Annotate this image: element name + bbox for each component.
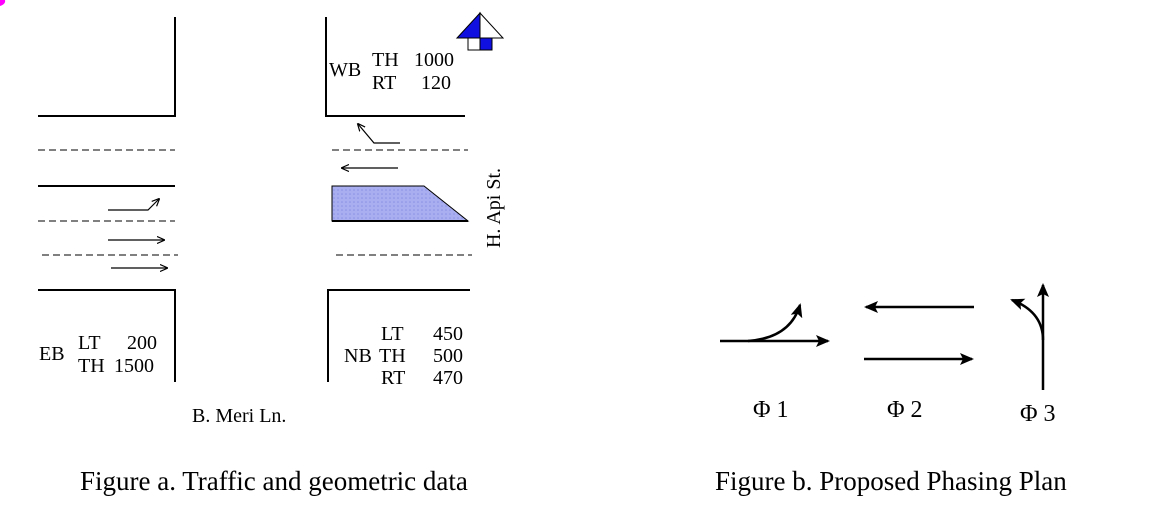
nb-rt-label: RT [381,367,406,389]
eb-th-label: TH [78,355,105,377]
eb-th-volume: 1500 [114,355,154,377]
nb-lt-label: LT [381,323,404,345]
wb-direction: WB [329,59,362,81]
nb-lt-volume: 450 [433,323,463,345]
north-arrow-icon [455,11,505,51]
phase-label-2: Φ 2 [887,397,923,423]
eb-lt-label: LT [78,332,101,354]
eb-lt-arrow-icon [108,199,159,211]
eb-lt-volume: 200 [127,332,157,354]
nb-rt-volume: 470 [433,367,463,389]
median-island [331,185,470,222]
wb-th-volume: 1000 [414,49,454,71]
nb-th-label: TH [379,345,406,367]
nb-direction: NB [344,345,372,367]
street-name-ns: H. Api St. [483,167,505,249]
eb-lt-th-arrow-icon [720,303,830,347]
street-name-ew: B. Meri Ln. [192,405,287,427]
wb-th-label: TH [372,49,399,71]
figure-a-caption: Figure a. Traffic and geometric data [80,466,468,496]
wb-rt-volume: 120 [421,72,451,94]
phase-label-1: Φ 1 [753,397,789,423]
eb-direction: EB [39,343,65,365]
wb-eb-through-arrows-icon [864,301,974,365]
intersection-curbs [38,17,470,382]
lane-lines [38,149,472,256]
wb-rt-arrow-icon [358,124,400,144]
corner-mark [0,0,6,6]
nb-lt-th-arrow-icon [1010,283,1049,390]
eb-th-arrow-icon [108,240,167,268]
figure-b-caption: Figure b. Proposed Phasing Plan [715,466,1067,496]
wb-rt-label: RT [372,72,397,94]
phase-label-3: Φ 3 [1020,401,1056,427]
nb-th-volume: 500 [433,345,463,367]
